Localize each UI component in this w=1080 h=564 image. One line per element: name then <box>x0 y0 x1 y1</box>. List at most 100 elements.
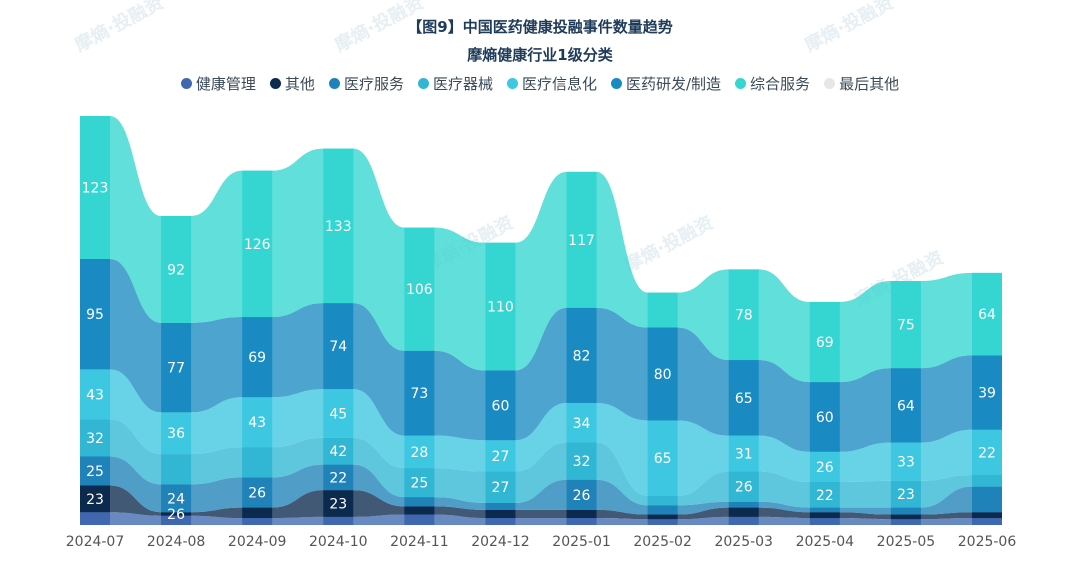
data-label: 60 <box>492 398 510 414</box>
stack-bar <box>972 486 1002 513</box>
stack-bar <box>809 507 840 513</box>
stack-bar <box>161 512 192 516</box>
stack-bar <box>485 370 516 441</box>
data-label: 22 <box>816 488 834 504</box>
stack-bar <box>404 497 435 507</box>
data-label: 27 <box>492 449 510 465</box>
legend-item: 最后其他 <box>824 73 899 94</box>
chart-subtitle: 摩熵健康行业1级分类 <box>467 46 613 64</box>
stack-bar <box>404 514 435 525</box>
data-label: 133 <box>325 219 352 235</box>
data-label: 45 <box>329 406 347 422</box>
legend-swatch <box>506 78 518 89</box>
legend-swatch <box>735 78 747 89</box>
stack-bar <box>890 480 921 508</box>
stack-bar <box>647 514 678 520</box>
x-tick-label: 2025-04 <box>796 534 855 550</box>
data-label: 23 <box>897 487 915 503</box>
stack-bar <box>242 447 273 478</box>
legend-item: 健康管理 <box>180 73 256 94</box>
stack-bar <box>161 412 192 455</box>
stack-bar <box>161 215 192 323</box>
stack-bar <box>80 456 110 486</box>
stack-bar <box>404 227 435 351</box>
data-label: 26 <box>248 485 266 501</box>
stack-bar <box>728 269 759 361</box>
series-flow <box>80 116 1002 383</box>
stack-bar <box>323 303 354 390</box>
legend-label: 最后其他 <box>839 75 900 93</box>
data-label: 74 <box>329 339 347 355</box>
stack-bar <box>242 317 273 398</box>
data-label: 26 <box>816 460 834 476</box>
legend-label: 医疗服务 <box>343 75 404 93</box>
data-label: 110 <box>487 300 514 316</box>
data-label: 82 <box>573 348 591 364</box>
stack-bar <box>647 519 678 525</box>
legend-swatch <box>269 78 281 89</box>
stack-bar <box>323 516 354 525</box>
series-flow <box>80 258 1002 452</box>
legend-label: 医疗器械 <box>432 75 493 93</box>
data-label: 27 <box>492 480 510 496</box>
stack-bar <box>647 495 678 506</box>
stack-bar <box>323 490 354 517</box>
stack-bar <box>161 515 192 525</box>
x-tick-label: 2024-10 <box>309 534 368 550</box>
x-tick-label: 2025-05 <box>877 534 936 550</box>
data-label: 60 <box>816 410 834 426</box>
stack-bar <box>161 322 192 413</box>
data-label: 36 <box>167 426 185 442</box>
legend-item: 医疗器械 <box>417 73 493 94</box>
stack-bar <box>485 471 516 503</box>
series-flow <box>80 419 1002 508</box>
stack-bar <box>566 307 597 404</box>
stack-bar <box>485 242 516 371</box>
data-label: 39 <box>978 386 996 402</box>
data-label: 23 <box>86 492 104 508</box>
data-label: 43 <box>86 387 104 403</box>
stack-bar <box>809 518 840 525</box>
stack-bar <box>890 507 921 515</box>
stack-bar <box>809 382 840 452</box>
stack-bar <box>323 464 354 491</box>
data-label: 78 <box>735 308 753 324</box>
stack-bar <box>161 454 192 485</box>
stack-bar <box>404 506 435 515</box>
stack-bar <box>566 509 597 519</box>
stack-bar <box>728 516 759 525</box>
legend-label: 医药研发/制造 <box>625 75 722 93</box>
stack-bar <box>80 512 110 525</box>
stack-bar <box>890 519 921 525</box>
data-label: 123 <box>82 181 109 197</box>
stack-bar <box>728 471 759 502</box>
stack-bar <box>323 437 354 465</box>
legend-label: 综合服务 <box>750 75 811 93</box>
legend-item: 医药研发/制造 <box>610 73 722 94</box>
data-label: 33 <box>897 455 915 471</box>
stack-bar <box>972 355 1002 430</box>
x-tick-label: 2024-11 <box>390 534 449 550</box>
x-tick-label: 2025-01 <box>552 534 611 550</box>
data-label: 65 <box>654 451 672 467</box>
stack-bar <box>242 507 273 519</box>
legend-item: 其他 <box>269 73 315 94</box>
stack-bar <box>566 171 597 308</box>
data-label: 26 <box>167 507 185 523</box>
legend-label: 医疗信息化 <box>521 75 597 93</box>
x-tick-label: 2025-06 <box>958 534 1017 550</box>
stack-bar <box>80 419 110 457</box>
stack-bar <box>972 475 1002 487</box>
legend-swatch <box>610 78 622 89</box>
data-label: 23 <box>329 497 347 513</box>
stack-bar <box>972 512 1002 519</box>
stack-bar <box>80 369 110 420</box>
data-label: 28 <box>410 445 428 461</box>
chart-title: 【图9】中国医药健康投融事件数量趋势 <box>407 18 673 36</box>
stack-bar <box>890 442 921 481</box>
legend-item: 医疗服务 <box>328 73 404 94</box>
stack-bar <box>161 484 192 513</box>
data-label: 95 <box>86 307 104 323</box>
